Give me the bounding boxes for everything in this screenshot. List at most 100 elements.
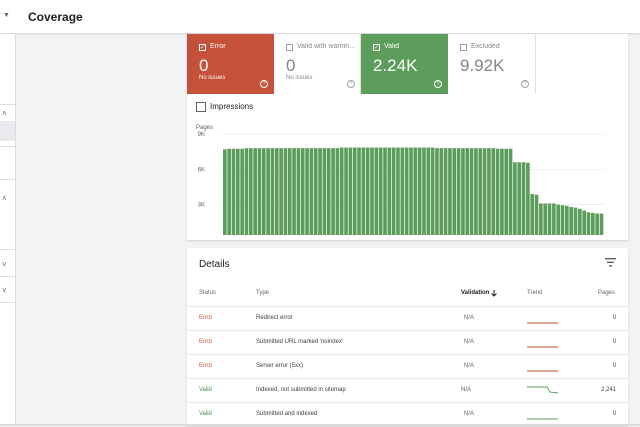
bar [396,147,400,235]
bar [326,148,331,235]
column-header-type[interactable]: Type [256,290,270,296]
bar [552,203,556,235]
table-row[interactable]: Error Redirect error N/A 0 [187,306,628,331]
bar [417,147,422,235]
impressions-label: Impressions [210,102,254,111]
y-tick-label: 9K [198,132,205,138]
table-row[interactable]: Error Submitted URL marked 'noindex' N/A… [187,330,628,355]
bar [439,148,444,235]
bar [370,147,374,235]
bar [287,148,292,235]
bar [404,147,409,235]
row-type: Indexed, not submitted in sitemap [256,387,346,393]
help-icon[interactable]: ? [347,80,355,88]
bar [448,148,452,235]
bar [235,148,240,235]
sidebar-item-selected[interactable] [0,121,15,141]
column-header-pages[interactable]: Pages [598,290,616,296]
nav-divider [0,276,15,277]
y-axis-label: Pages [196,125,213,131]
bar [357,147,361,235]
details-card: Details Status Type Validation Trend Pag… [187,248,628,426]
bar [322,148,327,235]
bar [409,147,413,235]
bar [365,147,370,235]
row-status: Error [199,363,213,369]
bar [257,148,262,235]
valid-tile[interactable]: ✓ Valid 2.24K ? [361,34,448,94]
excluded-tile[interactable]: Excluded 9.92K ? [448,34,536,94]
tile-label: Excluded [471,43,500,50]
checkbox-checked-icon[interactable]: ✓ [373,44,380,51]
bar [565,205,569,235]
chevron-down-icon[interactable]: ˅ [2,286,7,295]
column-header-trend[interactable]: Trend [527,290,543,296]
details-title: Details [199,259,230,270]
chevron-up-icon[interactable]: ˄ [2,109,7,118]
caret-down-icon[interactable]: ▼ [3,12,10,19]
table-row[interactable]: Valid Submitted and indexed N/A 0 [187,402,628,427]
row-type: Submitted and indexed [256,411,318,417]
bar [378,147,383,235]
bar [517,162,522,235]
page-title: Coverage [28,10,83,24]
bar [227,148,231,235]
valid-with-warning-tile[interactable]: Valid with warnin... 0 No issues ? [274,34,361,94]
bar [599,213,604,235]
bar [461,148,465,235]
trend-sparkline [527,370,558,372]
bar [469,148,474,235]
bar [487,148,491,235]
help-icon[interactable]: ? [521,80,529,88]
bar [578,208,582,235]
bar [400,147,405,235]
row-validation: N/A [464,363,475,369]
row-pages: 2,241 [600,387,616,393]
bar [305,148,309,235]
bottom-scrollbar[interactable] [0,424,640,426]
table-row[interactable]: Valid Indexed, not submitted in sitemap … [187,378,628,403]
row-pages: 0 [612,411,616,417]
bar [348,147,353,235]
nav-divider [0,249,15,250]
filter-icon[interactable] [605,258,616,267]
bar [240,148,244,235]
trend-sparkline [527,346,558,348]
arrow-down-icon[interactable] [491,290,497,297]
help-icon[interactable]: ? [260,80,268,88]
bar [270,148,275,235]
help-icon[interactable]: ? [434,80,442,88]
bar [443,148,448,235]
bar [352,147,357,235]
column-header-status[interactable]: Status [199,290,217,296]
bar [318,148,322,235]
bar [430,147,435,235]
bar [569,207,573,235]
tile-value: 0 [199,56,209,75]
checkbox-unchecked-icon[interactable] [286,44,293,51]
impressions-checkbox[interactable] [196,102,206,112]
row-status: Valid [199,411,212,417]
trend-sparkline [527,322,558,324]
tile-value: 0 [286,56,296,75]
checkbox-unchecked-icon[interactable] [460,44,467,51]
bar [426,147,431,235]
row-validation: N/A [464,315,475,321]
table-row[interactable]: Error Server error (5xx) N/A 0 [187,354,628,379]
bar [261,148,266,235]
bar [456,148,461,235]
nav-divider [0,104,15,105]
bar [595,213,599,235]
row-status: Error [199,315,213,321]
checkbox-checked-icon[interactable]: ✓ [199,44,206,51]
bar [296,148,301,235]
error-tile[interactable]: ✓ Error 0 No issues ? [187,34,274,94]
tile-label: Error [210,43,226,50]
row-validation: N/A [464,411,475,417]
bar [526,162,530,235]
chevron-down-icon[interactable]: ˅ [2,260,7,269]
trend-sparkline [527,418,558,420]
column-header-validation[interactable]: Validation [461,290,490,296]
chevron-up-icon[interactable]: ˄ [2,194,7,203]
bar [413,147,418,235]
